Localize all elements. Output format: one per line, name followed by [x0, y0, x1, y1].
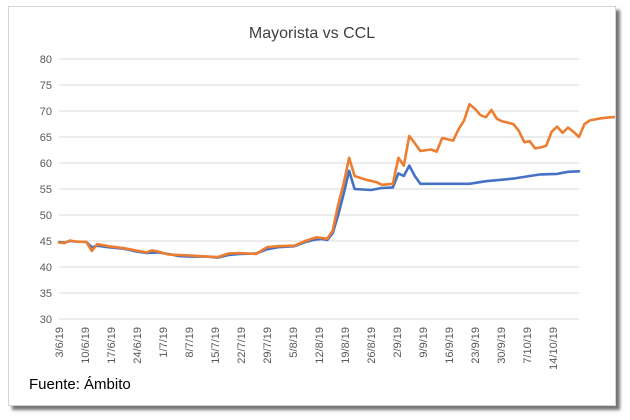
y-tick-label: 65: [40, 132, 52, 144]
source-note: Fuente: Ámbito: [29, 376, 131, 393]
x-tick-label: 19/8/19: [340, 327, 352, 364]
x-tick-label: 1/7/19: [158, 327, 170, 358]
x-tick-label: 10/6/19: [80, 327, 92, 364]
x-tick-label: 24/6/19: [132, 327, 144, 364]
x-tick-label: 14/10/19: [548, 327, 560, 370]
y-tick-label: 80: [40, 54, 52, 66]
y-tick-label: 30: [40, 314, 52, 326]
chart-title: Mayorista vs CCL: [249, 25, 375, 42]
y-tick-label: 40: [40, 262, 52, 274]
series-line-1: [57, 164, 581, 259]
x-axis-ticks: 3/6/19 10/6/19 17/6/19 24/6/19 1/7/19 8/7/19 1…: [54, 327, 560, 370]
chart: Mayorista vs CCL 3035404550556065707580 …: [40, 25, 615, 370]
y-axis-ticks: 30 35 40 45 50 55 60 65 70 75 80: [40, 54, 52, 326]
x-tick-label: 15/7/19: [210, 327, 222, 364]
y-tick-label: 55: [40, 184, 52, 196]
x-tick-label: 3/6/19: [54, 327, 66, 358]
x-tick-label: 7/10/19: [522, 327, 534, 364]
series-line-2: [57, 102, 615, 259]
x-tick-label: 17/6/19: [106, 327, 118, 364]
chart-card: Mayorista vs CCL 30 35 40 45 50 55 60 65 70 75 80 …: [8, 6, 616, 406]
x-tick-label: 16/9/19: [444, 327, 456, 364]
x-tick-label: 29/7/19: [262, 327, 274, 364]
y-tick-label: 45: [40, 236, 52, 248]
y-tick-label: 35: [40, 288, 52, 300]
y-tick-label: 75: [40, 80, 52, 92]
x-tick-label: 5/8/19: [288, 327, 300, 358]
x-tick-label: 26/8/19: [366, 327, 378, 364]
gridlines: [59, 58, 579, 320]
x-tick-label: 30/9/19: [496, 327, 508, 364]
x-tick-label: 23/9/19: [470, 327, 482, 364]
y-tick-label: 60: [40, 158, 52, 170]
series-lines: [57, 102, 615, 259]
y-tick-label: 50: [40, 210, 52, 222]
x-tick-label: 22/7/19: [236, 327, 248, 364]
x-tick-label: 12/8/19: [314, 327, 326, 364]
x-tick-label: 9/9/19: [418, 327, 430, 358]
x-tick-label: 2/9/19: [392, 327, 404, 358]
x-tick-label: 8/7/19: [184, 327, 196, 358]
y-tick-label: 70: [40, 106, 52, 118]
